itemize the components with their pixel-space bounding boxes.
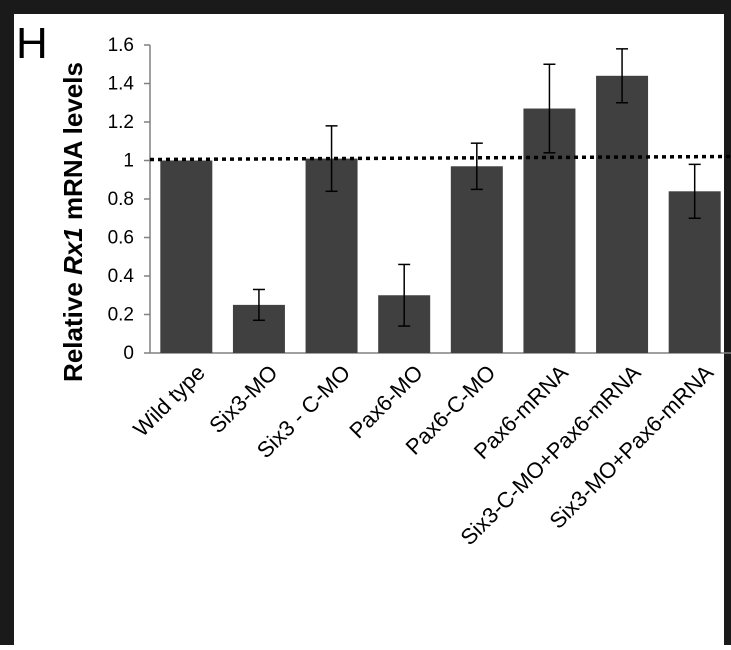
y-tick-label: 1.2 (108, 112, 134, 133)
panel-letter: H (16, 19, 48, 68)
y-axis: 0 0.2 0.4 0.6 0.8 1 1.2 1.4 1.6 (108, 35, 151, 364)
y-tick-label: 0 (123, 343, 134, 364)
bar (160, 160, 213, 353)
y-axis-title-part: Rx1 (58, 227, 88, 275)
y-tick-label: 0.6 (108, 228, 134, 249)
y-tick-label: 0.8 (108, 189, 134, 210)
x-tick-label: Wild type (128, 360, 210, 442)
bar (450, 166, 503, 353)
y-axis-title-part: mRNA levels (58, 62, 88, 227)
y-axis-label: Relative Rx1 mRNA levels (58, 62, 88, 382)
bars-group (160, 75, 721, 354)
reference-line (149, 154, 731, 162)
error-bars-group (252, 48, 701, 327)
y-tick-label: 1 (123, 151, 134, 172)
y-tick-label: 1.6 (108, 35, 134, 56)
y-tick-label: 0.4 (108, 266, 135, 287)
y-tick-label: 0.2 (108, 305, 134, 326)
y-axis-title: Relative Rx1 mRNA levels (58, 62, 88, 382)
y-tick-label: 1.4 (108, 74, 135, 95)
reference-line-group (149, 154, 731, 162)
y-axis-title-part: Relative (58, 275, 88, 382)
bar (596, 75, 649, 354)
